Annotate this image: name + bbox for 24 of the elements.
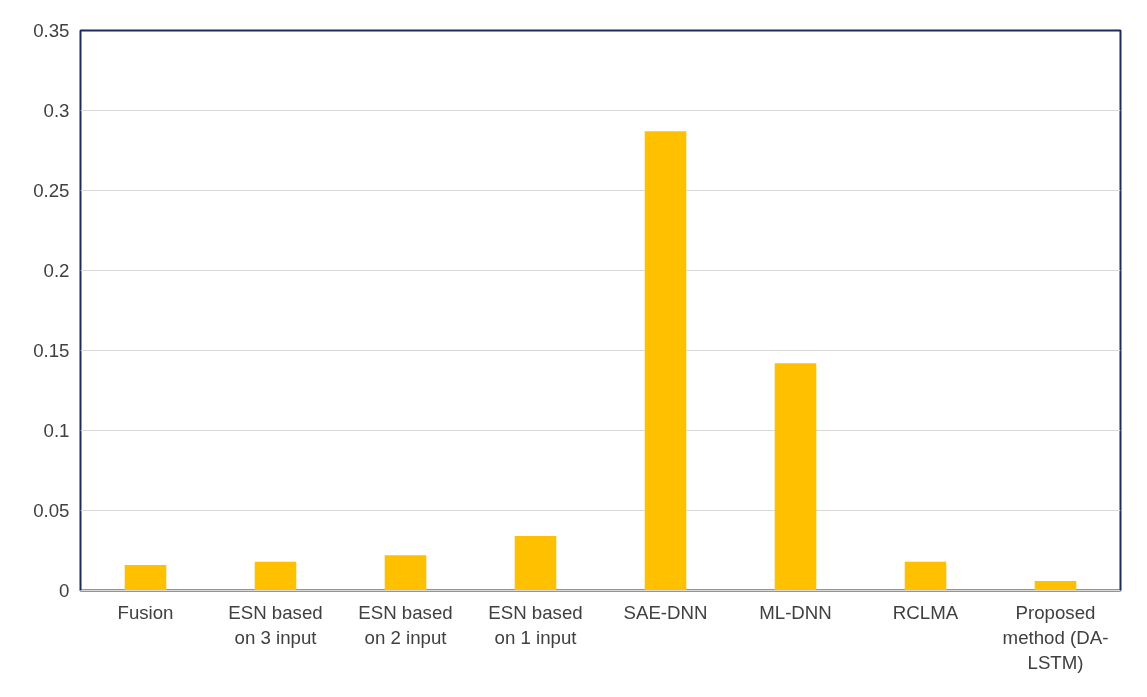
x-tick-label: ESN based on 2 input bbox=[358, 601, 453, 648]
y-tick-label: 0.05 bbox=[33, 500, 70, 521]
bar bbox=[644, 131, 687, 591]
bar bbox=[1034, 580, 1077, 591]
x-tick-label: ESN based on 1 input bbox=[488, 601, 583, 648]
bar bbox=[124, 564, 167, 591]
bar bbox=[384, 555, 427, 591]
bar bbox=[514, 536, 557, 591]
x-tick-label: RCLMA bbox=[892, 601, 959, 623]
x-tick-label: Fusion bbox=[117, 601, 174, 623]
x-tick-label: ML-DNN bbox=[759, 601, 832, 623]
x-tick-label: SAE-DNN bbox=[623, 601, 708, 623]
bar bbox=[774, 363, 817, 591]
y-tick-label: 0.2 bbox=[43, 260, 70, 281]
x-tick-label: ESN based on 3 input bbox=[228, 601, 323, 648]
y-tick-label: 0.15 bbox=[33, 340, 70, 361]
bar bbox=[904, 561, 947, 591]
y-tick-label: 0.25 bbox=[33, 180, 70, 201]
y-tick-label: 0.3 bbox=[43, 100, 70, 121]
y-tick-label: 0.1 bbox=[43, 420, 70, 441]
y-tick-label: 0.35 bbox=[33, 20, 70, 41]
bar bbox=[254, 561, 297, 591]
y-tick-label: 0 bbox=[59, 580, 70, 601]
x-tick-label: Proposed method (DA-LSTM) bbox=[1002, 601, 1109, 673]
